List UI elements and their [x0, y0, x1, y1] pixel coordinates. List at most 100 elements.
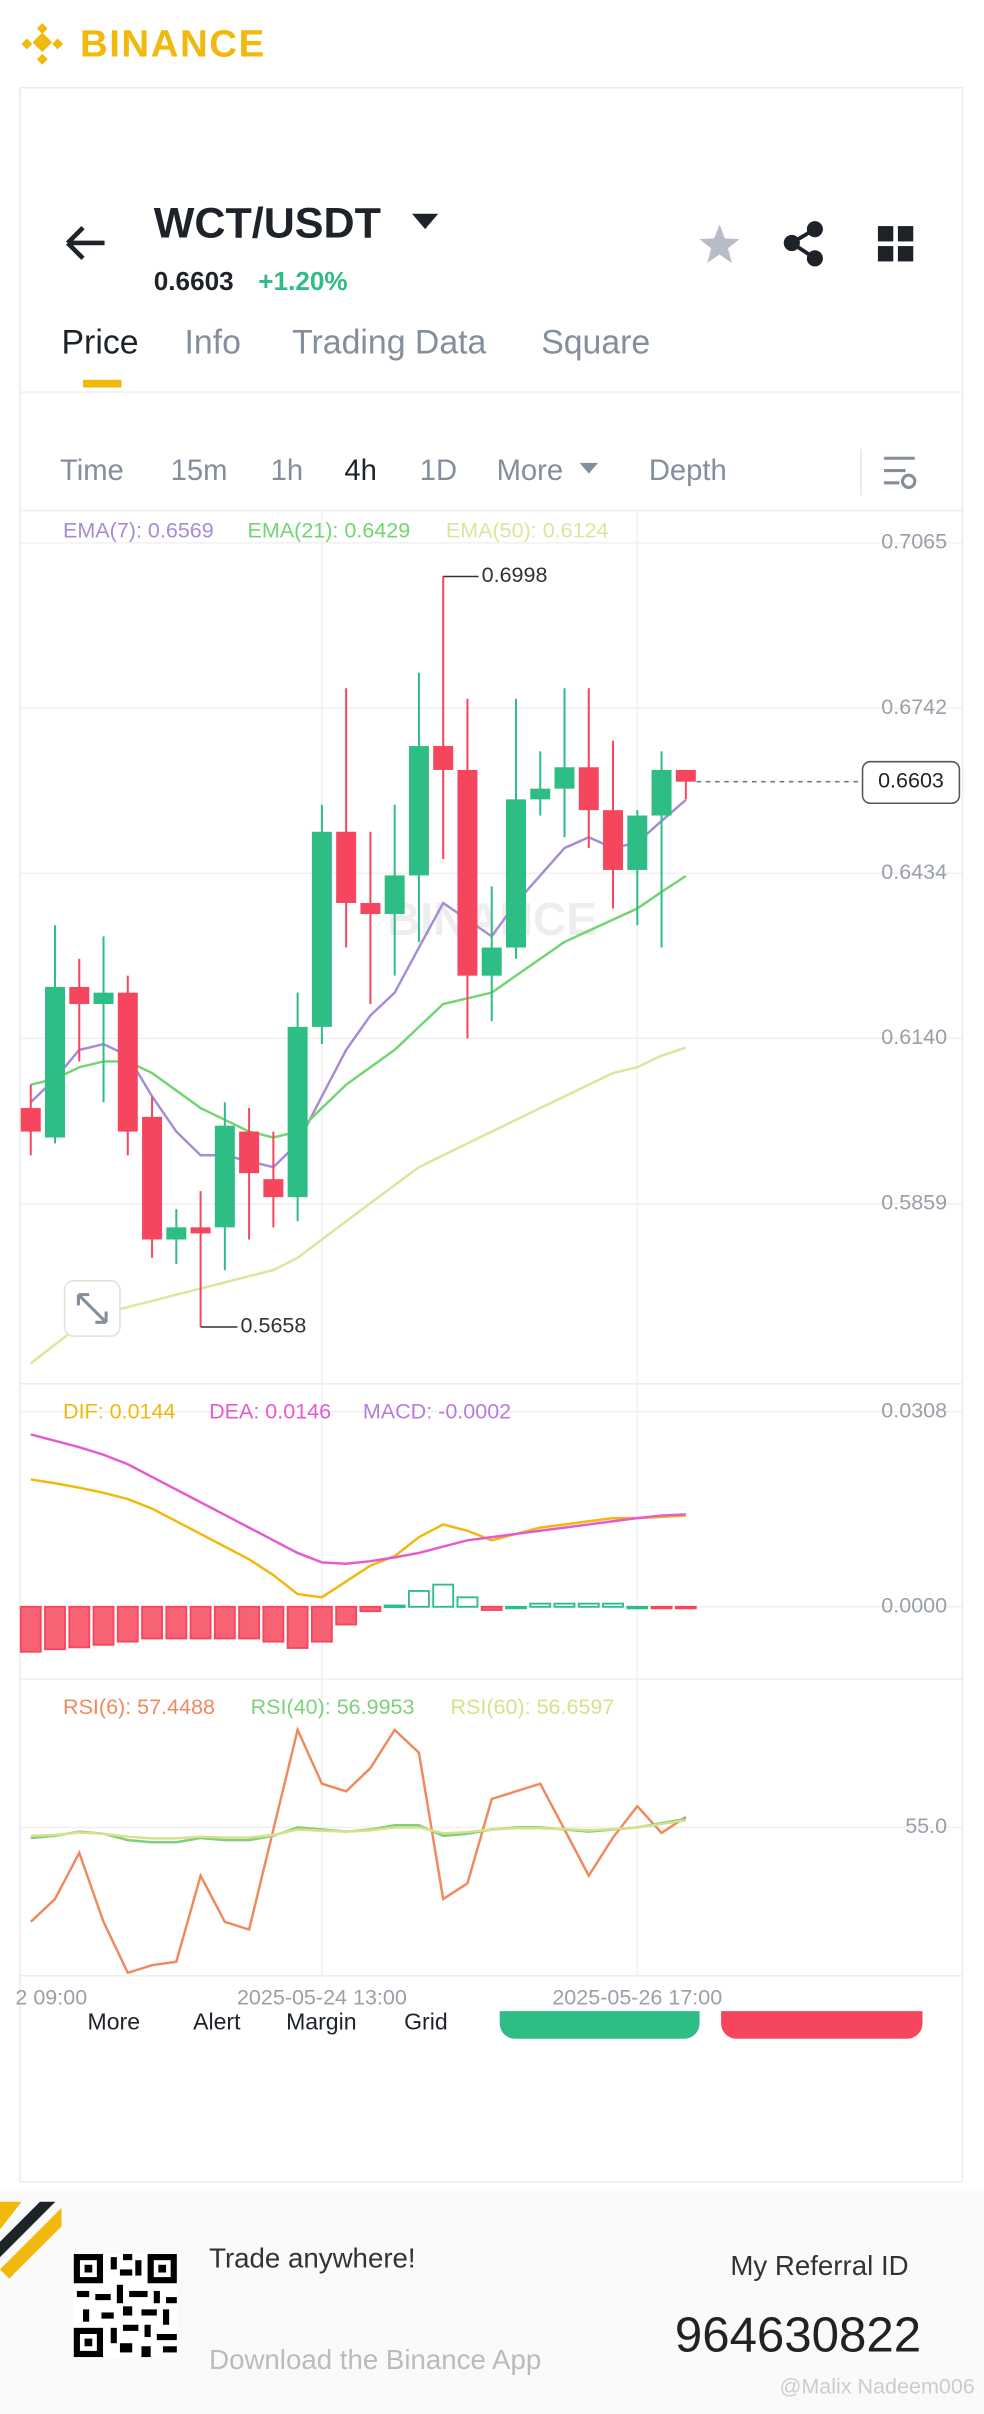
indicator-line [30, 1819, 686, 1840]
tab[interactable]: Square [541, 323, 650, 361]
macd-bar [650, 1605, 673, 1610]
last-price-label: 0.6603 [878, 768, 944, 792]
tab[interactable]: Trading Data [292, 323, 486, 361]
chart-settings-button[interactable] [884, 456, 917, 489]
candle-body [675, 769, 696, 782]
indicator-line [30, 874, 687, 1139]
pair-dropdown[interactable] [412, 213, 439, 230]
candle-body [578, 767, 599, 811]
interval[interactable]: 1h [271, 455, 303, 487]
macd-bar [553, 1602, 576, 1608]
candle-body [603, 810, 624, 870]
share-button[interactable] [783, 221, 823, 267]
macd-bar [383, 1604, 406, 1608]
macd-bar [44, 1605, 66, 1651]
candle-body [457, 769, 478, 976]
macd-bar [238, 1605, 261, 1640]
footer-tagline: Trade anywhere! [209, 2242, 416, 2273]
referral-id: 964630822 [675, 2308, 921, 2363]
last-price-box [861, 760, 961, 804]
tab[interactable]: Info [184, 323, 240, 361]
macd-bar [626, 1605, 649, 1610]
legend-entry: DEA: 0.0146 [209, 1400, 331, 1424]
sell-button[interactable] [721, 2011, 923, 2039]
footer-download: Download the Binance App [209, 2344, 541, 2375]
y-tick-label: 0.7065 [881, 530, 947, 554]
layout-button[interactable] [877, 226, 914, 262]
candle-body [142, 1116, 163, 1240]
macd-bar [602, 1602, 624, 1608]
chart-layer: 0.70650.67420.64340.61400.5859BINANCEEMA… [15, 512, 963, 2010]
buy-button[interactable] [499, 2011, 700, 2039]
macd-bar [674, 1605, 697, 1610]
candle-body [360, 902, 381, 915]
macd-bar [116, 1605, 139, 1643]
more-dropdown[interactable] [579, 462, 599, 474]
legend-entry: DIF: 0.0144 [63, 1400, 175, 1424]
macd-bar [335, 1605, 358, 1626]
indicator-line [29, 798, 687, 1169]
card [19, 86, 964, 2183]
legend-entry: EMA(7): 0.6569 [63, 519, 214, 543]
macd-bar [165, 1605, 188, 1640]
interval-active[interactable]: 4h [344, 455, 376, 487]
candle-body [505, 799, 526, 948]
interval[interactable]: 1D [420, 455, 457, 487]
referral-label: My Referral ID [730, 2250, 908, 2281]
candle-body [554, 767, 575, 789]
candle-body [481, 947, 502, 976]
pair-price: 0.6603 [154, 266, 234, 296]
macd-bar [577, 1602, 600, 1608]
back-button[interactable] [66, 225, 105, 260]
toolbar-button[interactable]: More [88, 2009, 141, 2035]
macd-bar [505, 1605, 527, 1610]
pair-symbol[interactable]: WCT/USDT [154, 199, 381, 247]
candle-body [166, 1227, 187, 1240]
candle-body [239, 1131, 260, 1174]
interval[interactable]: Time [60, 455, 124, 487]
toolbar-button[interactable]: Alert [193, 2009, 241, 2035]
indicator-line [29, 1726, 687, 1975]
high-label: 0.6998 [482, 563, 548, 587]
macd-bar [92, 1605, 115, 1646]
legend-entry: RSI(40): 56.9953 [251, 1695, 415, 1719]
macd-bar [262, 1605, 285, 1643]
y-tick-label: 55.0 [905, 1814, 947, 1838]
tab-active[interactable]: Price [62, 323, 139, 361]
pair-change: +1.20% [258, 266, 347, 296]
favorite-button[interactable] [699, 224, 740, 263]
macd-bar [408, 1590, 430, 1608]
macd-bar [480, 1605, 503, 1611]
macd-bar [310, 1605, 333, 1643]
toolbar-button[interactable]: Grid [404, 2009, 448, 2035]
candle-body [20, 1108, 41, 1132]
candle-body [384, 875, 405, 915]
macd-bar [189, 1605, 212, 1640]
legend-entry: EMA(50): 0.6124 [446, 519, 609, 543]
macd-bar [456, 1596, 479, 1608]
depth-tab[interactable]: Depth [649, 455, 727, 487]
tab-indicator [83, 379, 122, 388]
y-tick-label: 0.0308 [881, 1398, 947, 1422]
y-tick-label: 0.6742 [881, 695, 947, 719]
candle-body [311, 831, 332, 1027]
candle-body [530, 788, 551, 800]
interval[interactable]: 15m [171, 455, 228, 487]
expand-button[interactable] [63, 1280, 121, 1337]
legend-entry: RSI(60): 56.6597 [450, 1695, 614, 1719]
toolbar-button[interactable]: Margin [286, 2009, 356, 2035]
legend-entry: RSI(6): 57.4488 [63, 1695, 215, 1719]
watermark: @Malix Nadeem006 [780, 2374, 975, 2398]
candle-body [117, 992, 138, 1132]
macd-bar [529, 1602, 552, 1608]
candle-body [45, 986, 66, 1138]
candle-body [433, 746, 454, 770]
macd-bar [432, 1583, 455, 1608]
x-tick-label: 2 09:00 [15, 1986, 87, 2010]
candle-body [190, 1227, 211, 1234]
candle-body [69, 986, 90, 1005]
interval-more[interactable]: More [497, 455, 564, 487]
